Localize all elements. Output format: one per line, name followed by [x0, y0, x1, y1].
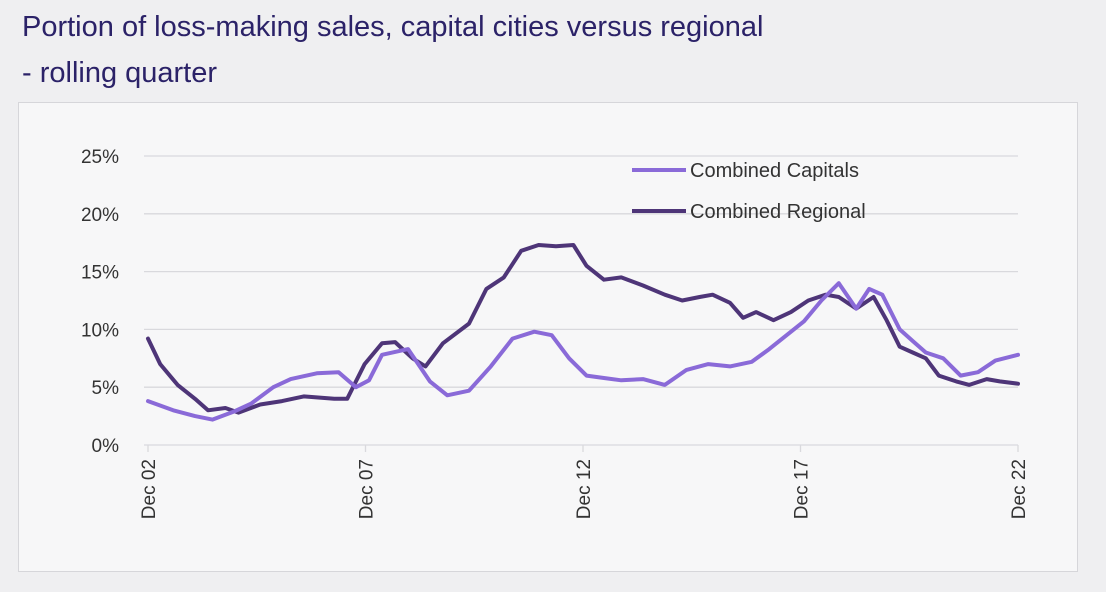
x-tick-label: Dec 02: [139, 459, 160, 519]
x-tick-label: Dec 22: [1009, 459, 1030, 519]
series-line-combined-regional: [146, 243, 1020, 415]
x-tick-label: Dec 12: [574, 459, 595, 519]
legend-label: Combined Regional: [690, 201, 866, 223]
y-tick-label: 5%: [92, 378, 120, 399]
y-tick-label: 0%: [92, 436, 120, 457]
legend: Combined Capitals Combined Regional: [632, 160, 866, 223]
y-tick-label: 20%: [81, 205, 119, 226]
y-axis-ticks: 0% 5% 10% 15% 20% 25%: [81, 147, 119, 457]
chart-title: Portion of loss-making sales, capital ci…: [22, 11, 764, 89]
legend-label: Combined Capitals: [690, 160, 859, 182]
series-lines: [146, 243, 1020, 422]
series-line-combined-capitals: [146, 281, 1020, 422]
y-tick-label: 15%: [81, 263, 119, 284]
x-tick-label: Dec 17: [792, 459, 813, 519]
x-tick-label: Dec 07: [357, 459, 378, 519]
x-axis-ticks: Dec 02 Dec 07 Dec 12 Dec 17 Dec 22: [139, 445, 1030, 519]
y-tick-label: 10%: [81, 320, 119, 341]
y-tick-label: 25%: [81, 147, 119, 168]
chart-panel: [18, 102, 1078, 572]
gridlines: [144, 155, 1018, 446]
